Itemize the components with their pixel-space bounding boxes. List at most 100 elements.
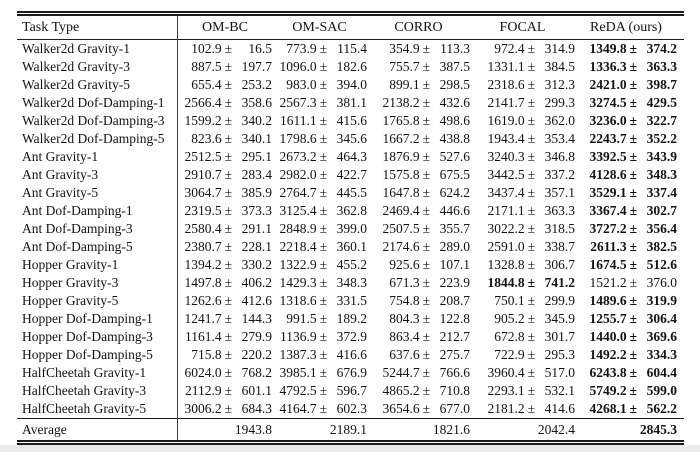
std-value: 385.9 xyxy=(241,185,272,200)
average-cell: 2845.3 xyxy=(575,422,677,438)
row-cells: 655.4 ±253.2 983.0 ±394.0 899.1 ±298.5 2318.6 ±… xyxy=(178,77,684,93)
plus-minus-sign: ± xyxy=(224,221,232,236)
result-cell: 1489.6 ±319.9 xyxy=(575,293,677,309)
std-value: 512.6 xyxy=(646,257,677,272)
std-value: 113.3 xyxy=(440,41,470,56)
task-type-label: Hopper Dof-Damping-1 xyxy=(22,311,153,326)
std-value: 144.3 xyxy=(241,311,272,326)
table-row: Ant Dof-Damping-5 2380.7 ±228.1 2218.4 ±360.… xyxy=(17,238,684,256)
plus-minus-sign: ± xyxy=(319,77,327,92)
result-cell: 1765.8 ±498.6 xyxy=(367,113,470,129)
mean-value: 804.3 xyxy=(389,311,420,326)
result-cell: 2673.2 ±464.3 xyxy=(272,149,367,165)
column-header-reda-ours: ReDA (ours) xyxy=(590,19,662,35)
plus-minus-sign: ± xyxy=(527,365,535,380)
std-value: 684.3 xyxy=(241,401,272,416)
mean-value: 2611.3 xyxy=(590,239,627,254)
result-cell: 6024.0 ±768.2 xyxy=(178,365,272,381)
plus-minus-sign: ± xyxy=(319,365,327,380)
result-cell: 1262.6 ±412.6 xyxy=(178,293,272,309)
mean-value: 3064.7 xyxy=(184,185,222,200)
result-cell: 3236.0 ±322.7 xyxy=(575,113,677,129)
std-value: 398.7 xyxy=(646,77,677,92)
result-cell: 1331.1 ±384.5 xyxy=(470,59,575,75)
table-row: Walker2d Dof-Damping-5 823.6 ±340.1 1798.6 ±… xyxy=(17,130,684,148)
plus-minus-sign: ± xyxy=(422,77,430,92)
plus-minus-sign: ± xyxy=(527,257,535,272)
plus-minus-sign: ± xyxy=(319,257,327,272)
plus-minus-sign: ± xyxy=(527,203,535,218)
mean-value: 2848.9 xyxy=(279,221,317,236)
mean-value: 1318.6 xyxy=(279,293,317,308)
plus-minus-sign: ± xyxy=(422,239,430,254)
mean-value: 2380.7 xyxy=(184,239,222,254)
plus-minus-sign: ± xyxy=(629,95,637,110)
task-type-label: Walker2d Dof-Damping-3 xyxy=(22,113,165,128)
std-value: 306.4 xyxy=(646,311,677,326)
std-value: 295.1 xyxy=(241,149,272,164)
result-cell: 4164.7 ±602.3 xyxy=(272,401,367,417)
std-value: 115.4 xyxy=(337,41,367,56)
mean-value: 1521.2 xyxy=(589,275,627,290)
plus-minus-sign: ± xyxy=(629,131,637,146)
plus-minus-sign: ± xyxy=(422,41,430,56)
std-value: 429.5 xyxy=(646,95,677,110)
std-value: 498.6 xyxy=(439,113,470,128)
plus-minus-sign: ± xyxy=(224,347,232,362)
table-row: Walker2d Dof-Damping-1 2566.4 ±358.6 2567.3… xyxy=(17,94,684,112)
mean-value: 750.1 xyxy=(494,293,525,308)
result-cell: 1255.7 ±306.4 xyxy=(575,311,677,327)
mean-value: 2566.4 xyxy=(184,95,222,110)
mean-value: 991.5 xyxy=(286,311,317,326)
mean-value: 3236.0 xyxy=(589,113,627,128)
std-value: 376.0 xyxy=(646,275,677,290)
task-type-label: Ant Gravity-5 xyxy=(22,185,99,200)
plus-minus-sign: ± xyxy=(629,221,637,236)
result-cell: 722.9 ±295.3 xyxy=(470,347,575,363)
plus-minus-sign: ± xyxy=(527,401,535,416)
plus-minus-sign: ± xyxy=(629,41,637,56)
std-value: 299.3 xyxy=(544,95,575,110)
std-value: 334.3 xyxy=(646,347,677,362)
mean-value: 925.6 xyxy=(389,257,420,272)
std-value: 394.0 xyxy=(336,77,367,92)
mean-value: 1161.4 xyxy=(184,329,222,344)
row-cells: 2512.5 ±295.1 2673.2 ±464.3 1876.9 ±527.6 3240… xyxy=(178,149,684,165)
std-value: 624.2 xyxy=(439,185,470,200)
mean-value: 1492.2 xyxy=(589,347,627,362)
result-cell: 672.8 ±301.7 xyxy=(470,329,575,345)
mean-value: 1429.3 xyxy=(279,275,317,290)
mean-value: 3654.6 xyxy=(382,401,420,416)
result-cell: 754.8 ±208.7 xyxy=(367,293,470,309)
mean-value: 1262.6 xyxy=(184,293,222,308)
row-cells: 2580.4 ±291.1 2848.9 ±399.0 2507.5 ±355.7 3022… xyxy=(178,221,684,237)
result-cell: 2293.1 ±532.1 xyxy=(470,383,575,399)
average-value: 2042.4 xyxy=(537,421,575,437)
std-value: 337.4 xyxy=(646,185,677,200)
table-row: Ant Dof-Damping-1 2319.5 ±373.3 3125.4 ±362.… xyxy=(17,202,684,220)
task-type-label: Hopper Gravity-1 xyxy=(22,257,119,272)
std-value: 291.1 xyxy=(241,221,272,236)
result-cell: 637.6 ±275.7 xyxy=(367,347,470,363)
result-cell: 2421.0 ±398.7 xyxy=(575,77,677,93)
plus-minus-sign: ± xyxy=(319,113,327,128)
mean-value: 3392.5 xyxy=(589,149,627,164)
std-value: 348.3 xyxy=(646,167,677,182)
task-type-label: Ant Dof-Damping-5 xyxy=(22,239,133,254)
task-type-label: Walker2d Gravity-1 xyxy=(22,41,130,56)
mean-value: 5244.7 xyxy=(382,365,420,380)
mean-value: 4268.1 xyxy=(589,401,627,416)
plus-minus-sign: ± xyxy=(527,95,535,110)
result-cell: 3392.5 ±343.9 xyxy=(575,149,677,165)
average-value: 1821.6 xyxy=(432,421,470,437)
result-cell: 3367.4 ±302.7 xyxy=(575,203,677,219)
std-value: 412.6 xyxy=(241,293,272,308)
result-cell: 1440.0 ±369.6 xyxy=(575,329,677,345)
std-value: 374.2 xyxy=(646,41,677,56)
result-cell: 983.0 ±394.0 xyxy=(272,77,367,93)
mean-value: 972.4 xyxy=(494,41,525,56)
result-cell: 1336.3 ±363.3 xyxy=(575,59,677,75)
mean-value: 3006.2 xyxy=(184,401,222,416)
row-cells: 2380.7 ±228.1 2218.4 ±360.1 2174.6 ±289.0 2591… xyxy=(178,239,684,255)
